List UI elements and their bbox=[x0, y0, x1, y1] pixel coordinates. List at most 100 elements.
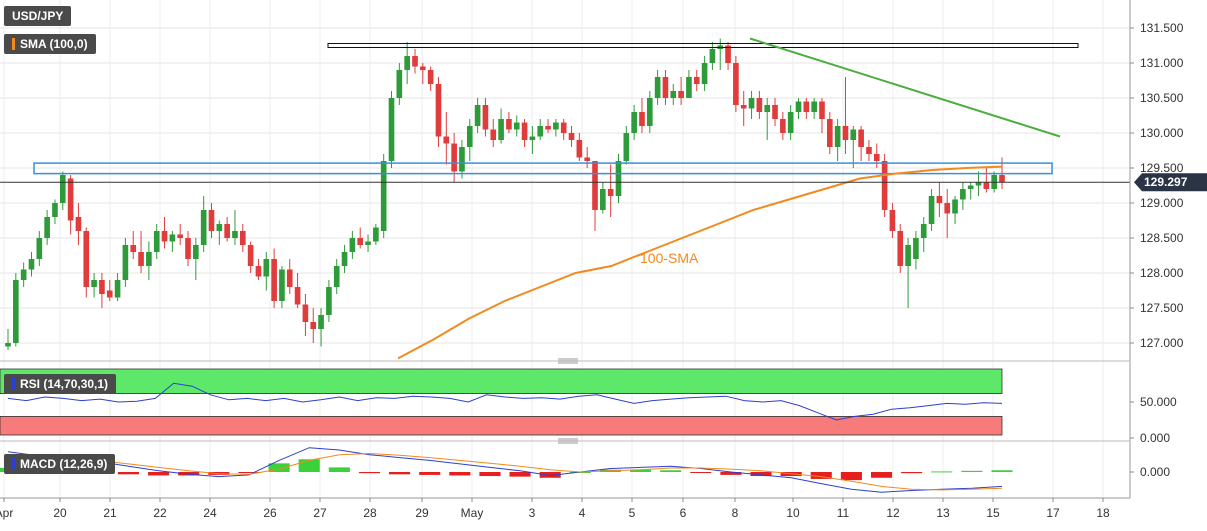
candle-body bbox=[576, 140, 583, 158]
sma-indicator-label: SMA (100,0) bbox=[20, 37, 88, 51]
candle-body bbox=[466, 126, 473, 147]
x-tick-label: 26 bbox=[263, 506, 277, 520]
macd-histogram-bar bbox=[479, 472, 501, 477]
candle-body bbox=[623, 133, 630, 161]
candle-body bbox=[247, 245, 254, 266]
x-tick-label: 21 bbox=[103, 506, 117, 520]
price-y-tick-label: 131.500 bbox=[1140, 21, 1184, 35]
candle-body bbox=[748, 98, 755, 109]
macd-signal-line bbox=[7, 452, 1003, 491]
candle-body bbox=[740, 105, 747, 109]
candle-body bbox=[91, 280, 97, 287]
candle-body bbox=[177, 234, 184, 238]
candle-body bbox=[412, 56, 418, 67]
macd-histogram-bar bbox=[268, 463, 290, 472]
candle-body bbox=[521, 122, 528, 140]
candle-body bbox=[83, 231, 90, 287]
candle-body bbox=[866, 147, 872, 154]
candle-body bbox=[474, 105, 481, 126]
candle-body bbox=[631, 112, 637, 133]
price-y-tick-label: 131.000 bbox=[1140, 56, 1184, 70]
macd-histogram-bar bbox=[870, 472, 893, 478]
candle-body bbox=[999, 175, 1005, 183]
x-tick-label: 28 bbox=[363, 506, 377, 520]
descending-trendline bbox=[749, 37, 1061, 138]
candle-body bbox=[224, 224, 230, 238]
candle-body bbox=[435, 84, 442, 137]
candle-body bbox=[764, 105, 771, 112]
x-tick-label: 6 bbox=[680, 506, 687, 520]
candle-body bbox=[506, 119, 512, 130]
candle-body bbox=[28, 259, 35, 270]
candle-body bbox=[936, 196, 943, 203]
macd-histogram-bar bbox=[660, 470, 682, 472]
candle-body bbox=[592, 161, 598, 210]
macd-histogram-bar bbox=[901, 472, 923, 474]
candle-body bbox=[294, 287, 301, 305]
candle-body bbox=[654, 77, 661, 98]
candle-body bbox=[427, 70, 434, 84]
candle-body bbox=[232, 231, 238, 238]
candle-body bbox=[803, 101, 810, 112]
candle-body bbox=[913, 238, 919, 259]
candle-body bbox=[513, 122, 520, 130]
candle-body bbox=[52, 203, 58, 217]
candle-body bbox=[13, 280, 19, 343]
price-y-tick-label: 130.500 bbox=[1140, 91, 1184, 105]
last-price-value: 129.297 bbox=[1144, 175, 1188, 189]
support-zone-box bbox=[33, 162, 1053, 175]
candle-body bbox=[983, 182, 990, 189]
price-y-tick-label: 128.500 bbox=[1140, 231, 1184, 245]
candle-body bbox=[404, 56, 410, 70]
macd-indicator-tag[interactable]: MACD (12,26,9) bbox=[4, 454, 116, 474]
candle-body bbox=[670, 91, 677, 98]
candle-body bbox=[443, 136, 450, 144]
horizontal-resistance-line bbox=[327, 43, 1079, 48]
candle-body bbox=[709, 49, 716, 63]
symbol-tag[interactable]: USD/JPY bbox=[4, 6, 72, 26]
macd-histogram-bar bbox=[148, 472, 170, 476]
candle-body bbox=[897, 231, 904, 266]
macd-histogram-bar bbox=[961, 470, 983, 472]
candle-body bbox=[146, 252, 152, 266]
candle-body bbox=[271, 259, 277, 301]
candle-body bbox=[380, 161, 387, 231]
candle-body bbox=[130, 245, 137, 252]
macd-histogram-bar bbox=[720, 472, 742, 475]
rsi-line bbox=[7, 382, 1003, 421]
rsi-overbought-zone bbox=[0, 368, 1003, 395]
candle-body bbox=[302, 304, 309, 322]
candle-body bbox=[678, 91, 684, 98]
price-y-tick-label: 129.500 bbox=[1140, 161, 1184, 175]
macd-y-tick-label: 0.000 bbox=[1140, 465, 1170, 479]
candle-body bbox=[905, 245, 911, 266]
candle-body bbox=[780, 119, 786, 133]
sma-indicator-tag[interactable]: SMA (100,0) bbox=[4, 34, 96, 54]
candle-body bbox=[185, 238, 191, 259]
candle-body bbox=[373, 227, 379, 242]
macd-histogram-bar bbox=[991, 470, 1013, 472]
candle-body bbox=[834, 126, 841, 147]
candle-body bbox=[286, 269, 293, 287]
candle-body bbox=[639, 112, 645, 126]
candle-body bbox=[568, 133, 575, 140]
candle-body bbox=[960, 189, 966, 200]
rsi-indicator-tag[interactable]: RSI (14,70,30,1) bbox=[4, 374, 117, 394]
x-tick-label: 29 bbox=[415, 506, 429, 520]
candle-body bbox=[756, 98, 763, 112]
candle-body bbox=[725, 45, 731, 63]
x-tick-label: 22 bbox=[153, 506, 167, 520]
candle-body bbox=[615, 161, 622, 196]
x-tick-label: 3 bbox=[529, 506, 536, 520]
candle-body bbox=[349, 238, 356, 252]
candle-body bbox=[365, 241, 371, 245]
candle-body bbox=[842, 126, 849, 140]
candle-body bbox=[263, 259, 270, 277]
candle-body bbox=[967, 185, 974, 189]
candle-body bbox=[122, 245, 129, 280]
symbol-label: USD/JPY bbox=[12, 9, 64, 23]
candle-body bbox=[318, 315, 324, 329]
candle-body bbox=[545, 126, 551, 130]
candle-body bbox=[106, 290, 113, 298]
